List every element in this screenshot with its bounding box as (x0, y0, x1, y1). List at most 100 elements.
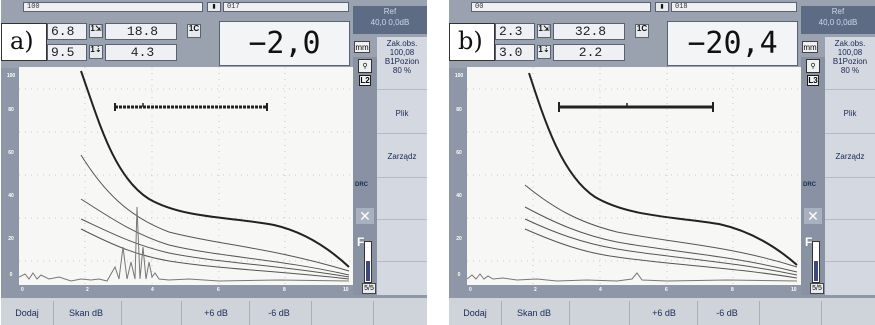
field-2: 18.8 (105, 23, 177, 40)
ascan-plot[interactable] (466, 67, 801, 285)
footer-divider (373, 301, 374, 325)
x-tick: 0 (21, 287, 24, 293)
page-indicator: 5/5 (362, 283, 376, 294)
top-left-field: 00 (471, 2, 651, 12)
sidebar-item-zarzadz[interactable]: Zarządz (387, 152, 417, 161)
filter-bar (364, 241, 372, 283)
x-tick: 10 (343, 287, 349, 293)
filter-bar (812, 241, 820, 283)
scan-db-button[interactable]: Skan dB (516, 308, 552, 318)
reference-box[interactable]: Ref 40,0 0,0dB (353, 6, 427, 34)
y-tick: 20 (8, 236, 14, 242)
y-tick: 60 (8, 150, 14, 156)
footer-divider (249, 301, 250, 325)
footer-divider (53, 301, 54, 325)
y-tick: 80 (8, 107, 14, 113)
reference-box[interactable]: Ref 40,0 0,0dB (801, 6, 875, 34)
level-badge: L2 (359, 75, 371, 86)
field-1: 2.3 (495, 23, 535, 40)
top-left-field: 100 (23, 2, 203, 12)
x-tick: 4 (599, 287, 602, 293)
sidebar-item-pozion[interactable]: B1Pozion (384, 57, 420, 66)
sidebar-item-zak[interactable]: Zak.obs. (834, 39, 866, 48)
gain-panel: L2 ⚲ DRC ✕ F (353, 57, 377, 295)
ascan-plot[interactable] (18, 67, 353, 285)
dac-curve (80, 198, 350, 276)
gate-marker[interactable] (558, 102, 714, 112)
unit-label: mm (802, 41, 818, 53)
right-sidebar: Zak.obs. 100,08 B1Pozion 80 % Plik Zarzą… (377, 37, 427, 295)
sidebar-item-pozion-value: 80 % (840, 66, 860, 75)
y-tick: 0 (9, 272, 13, 278)
probe-icon: ⚲ (358, 59, 372, 73)
surface-icon: 1⇣ (537, 45, 551, 59)
ref-label: Ref (831, 7, 845, 16)
top-mid-field: 018 (671, 2, 797, 12)
dac-curve (80, 218, 350, 278)
depth-icon: 1⇲ (537, 24, 551, 38)
filter-fill (814, 261, 818, 281)
add-button[interactable]: Dodaj (463, 308, 487, 318)
sidebar-divider (825, 133, 875, 134)
sidebar-item-pozion[interactable]: B1Pozion (832, 57, 868, 66)
gate-marker[interactable] (114, 103, 268, 111)
depth-icon: 1⇲ (89, 24, 103, 38)
filter-fill (366, 261, 370, 281)
sidebar-item-plik[interactable]: Plik (395, 109, 409, 118)
filter-label: F (805, 235, 813, 249)
close-icon[interactable]: ✕ (804, 208, 822, 224)
sidebar-item-plik[interactable]: Plik (843, 109, 857, 118)
plus-6db-button[interactable]: +6 dB (204, 308, 228, 318)
x-tick: 8 (283, 287, 286, 293)
surface-icon: 1⇣ (89, 45, 103, 59)
footer-bar (449, 298, 875, 325)
close-icon[interactable]: ✕ (356, 208, 374, 224)
scan-db-button[interactable]: Skan dB (68, 308, 104, 318)
gate-icon[interactable]: ▮ (207, 2, 221, 12)
x-tick: 0 (469, 287, 472, 293)
sidebar-item-zarzadz[interactable]: Zarządz (835, 152, 865, 161)
filter-meter: F (805, 235, 821, 283)
y-tick: 100 (6, 73, 16, 79)
sidebar-divider (377, 219, 427, 220)
y-tick: 80 (456, 107, 462, 113)
y-tick: 20 (456, 236, 462, 242)
sidebar-divider (377, 261, 427, 262)
footer-bar (1, 298, 427, 325)
sidebar-divider (825, 219, 875, 220)
footer-divider (569, 301, 570, 325)
gate-icon[interactable]: ▮ (655, 2, 669, 12)
dac-curve-main (528, 72, 798, 266)
y-tick: 0 (457, 272, 461, 278)
plus-6db-button[interactable]: +6 dB (652, 308, 676, 318)
panel-a: 100 ▮ 017 6.8 1⇲ 18.8 1C 9.5 1⇣ 4.3 −2,0… (1, 0, 427, 325)
x-tick: 2 (534, 287, 537, 293)
sidebar-item-zak-value: 100,08 (389, 48, 415, 57)
drc-label: DRC (355, 182, 368, 188)
gain-panel: L3 ⚲ DRC ✕ F (801, 57, 825, 295)
page-indicator: 5/5 (810, 283, 824, 294)
top-mid-field: 017 (223, 2, 349, 12)
x-tick: 6 (217, 287, 220, 293)
right-sidebar: Zak.obs. 100,08 B1Pozion 80 % Plik Zarzą… (825, 37, 875, 295)
x-tick: 2 (86, 287, 89, 293)
angle-icon: 1C (187, 24, 201, 38)
add-button[interactable]: Dodaj (15, 308, 39, 318)
filter-meter: F (357, 235, 373, 283)
field-3: 3.0 (495, 44, 535, 61)
level-badge: L3 (807, 75, 819, 86)
amplitude-readout: −2,0 (219, 21, 350, 66)
sidebar-item-zak[interactable]: Zak.obs. (386, 39, 418, 48)
footer-divider (311, 301, 312, 325)
footer-divider (629, 301, 630, 325)
minus-6db-button[interactable]: -6 dB (268, 308, 290, 318)
filter-label: F (357, 235, 365, 249)
sidebar-divider (377, 89, 427, 90)
probe-icon: ⚲ (806, 59, 820, 73)
grid (467, 67, 801, 285)
footer-divider (697, 301, 698, 325)
angle-icon: 1C (635, 24, 649, 38)
minus-6db-button[interactable]: -6 dB (716, 308, 738, 318)
x-tick: 6 (665, 287, 668, 293)
y-tick: 40 (456, 193, 462, 199)
